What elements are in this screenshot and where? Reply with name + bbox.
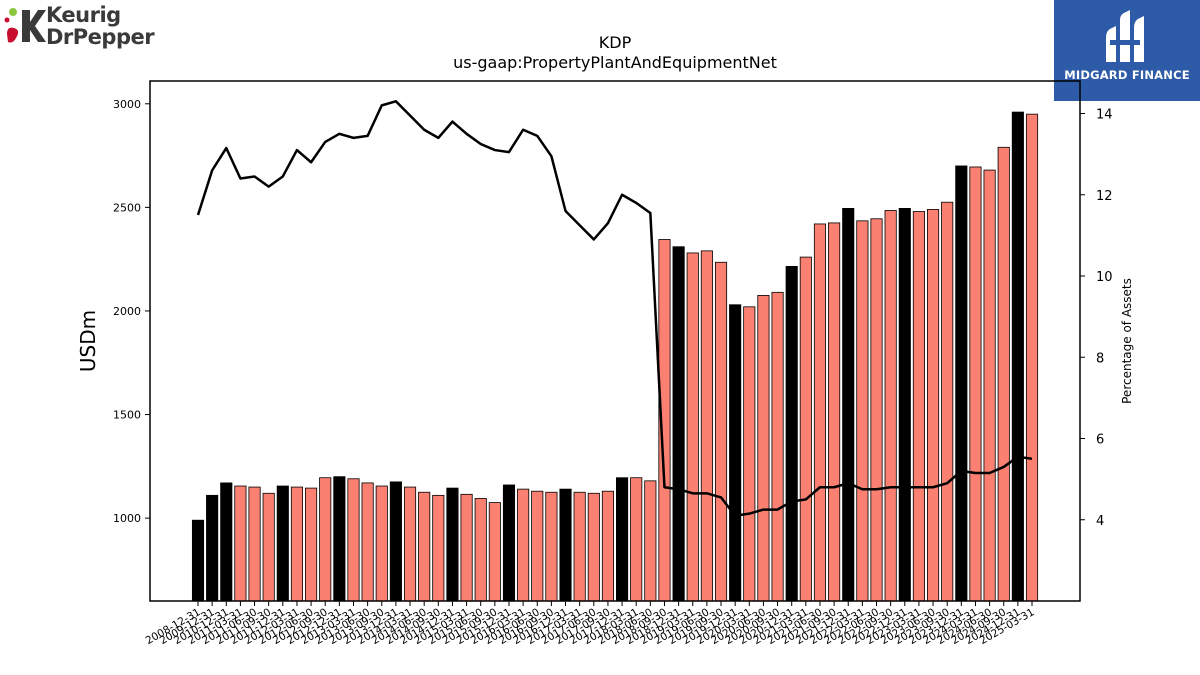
kdp-logo-line1: Keurig xyxy=(46,3,121,27)
bar xyxy=(672,246,685,602)
bar xyxy=(220,482,233,602)
bar xyxy=(1025,113,1039,602)
bar xyxy=(517,488,530,602)
bar xyxy=(206,494,219,602)
bar xyxy=(644,480,657,602)
bar xyxy=(941,201,954,602)
y2-axis-label: Percentage of Assets xyxy=(1120,278,1134,404)
y2-tick-label: 14 xyxy=(1096,108,1113,123)
y-axis-label: USDm xyxy=(76,310,100,372)
bar xyxy=(927,209,940,602)
bar xyxy=(531,490,544,602)
line-series xyxy=(196,100,1033,517)
bar xyxy=(912,211,925,602)
bar xyxy=(686,252,699,602)
midgard-logo-text: MIDGARD FINANCE xyxy=(1064,68,1190,82)
bar xyxy=(488,502,501,602)
bar xyxy=(460,493,473,602)
bar-series xyxy=(191,111,1039,602)
y2-tick-label: 12 xyxy=(1096,189,1113,204)
bar xyxy=(319,477,332,602)
bar xyxy=(248,486,261,602)
plot-frame xyxy=(149,80,1081,602)
bar xyxy=(361,482,374,602)
y-tick-label: 2500 xyxy=(113,201,141,214)
bar xyxy=(573,491,586,602)
bar xyxy=(502,484,516,602)
midgard-logo-mark-icon xyxy=(1106,10,1144,62)
bar xyxy=(418,491,431,602)
y-tick-label: 3000 xyxy=(113,98,141,111)
bar xyxy=(262,492,275,602)
bar xyxy=(729,304,742,602)
bar xyxy=(757,295,770,602)
bar xyxy=(955,165,968,602)
bar xyxy=(630,477,643,602)
kdp-logo-text: Keurig DrPepper xyxy=(46,3,155,49)
x-axis: 2008-12-312009-12-312010-12-312011-03-31… xyxy=(144,601,1037,647)
midgard-finance-logo: MIDGARD FINANCE xyxy=(1054,0,1200,101)
bar xyxy=(305,487,318,602)
bar xyxy=(333,476,346,602)
bar xyxy=(842,208,855,602)
bar xyxy=(545,491,558,602)
y2-tick-label: 10 xyxy=(1096,270,1113,285)
bar xyxy=(234,485,247,602)
bar xyxy=(884,210,897,602)
bar xyxy=(969,166,982,602)
bar xyxy=(714,261,728,602)
y2-tick-label: 8 xyxy=(1096,351,1104,366)
bar xyxy=(432,494,445,602)
kdp-logo-line2: DrPepper xyxy=(46,25,155,49)
bar xyxy=(389,481,402,602)
bar xyxy=(276,485,289,602)
bar xyxy=(785,266,798,602)
bar xyxy=(290,486,304,602)
bar xyxy=(616,477,629,602)
bar xyxy=(813,223,827,602)
bar xyxy=(1011,111,1024,602)
bar xyxy=(587,492,600,602)
chart-subtitle: us-gaap:PropertyPlantAndEquipmentNet xyxy=(453,53,777,72)
bar xyxy=(997,146,1010,602)
y-tick-label: 1500 xyxy=(113,409,141,422)
bar xyxy=(559,488,572,602)
y2-tick-label: 6 xyxy=(1096,433,1104,448)
bar xyxy=(474,498,487,602)
bar xyxy=(771,291,784,602)
bar xyxy=(870,218,883,602)
percentage-line xyxy=(196,100,1033,517)
y-tick-label: 1000 xyxy=(113,512,141,525)
y-axis-right: 4 6 8 10 12 14 xyxy=(1080,108,1113,529)
bar xyxy=(700,250,713,602)
chart-title: KDP xyxy=(599,33,632,52)
bar xyxy=(403,486,417,602)
bar xyxy=(446,487,459,602)
bar xyxy=(828,222,841,602)
kdp-logo-mark-icon xyxy=(4,8,46,43)
bar xyxy=(347,478,360,602)
bar xyxy=(983,169,996,602)
bar xyxy=(191,519,205,602)
bar xyxy=(601,490,614,602)
y-axis-left: 1000 1500 2000 2500 3000 xyxy=(113,98,150,525)
bar xyxy=(743,306,756,602)
bar xyxy=(898,208,911,602)
y2-tick-label: 4 xyxy=(1096,514,1104,529)
y-tick-label: 2000 xyxy=(113,305,141,318)
keurig-dr-pepper-logo: Keurig DrPepper xyxy=(4,4,164,52)
bar xyxy=(375,485,388,602)
bar xyxy=(856,220,869,602)
bar xyxy=(799,256,812,602)
